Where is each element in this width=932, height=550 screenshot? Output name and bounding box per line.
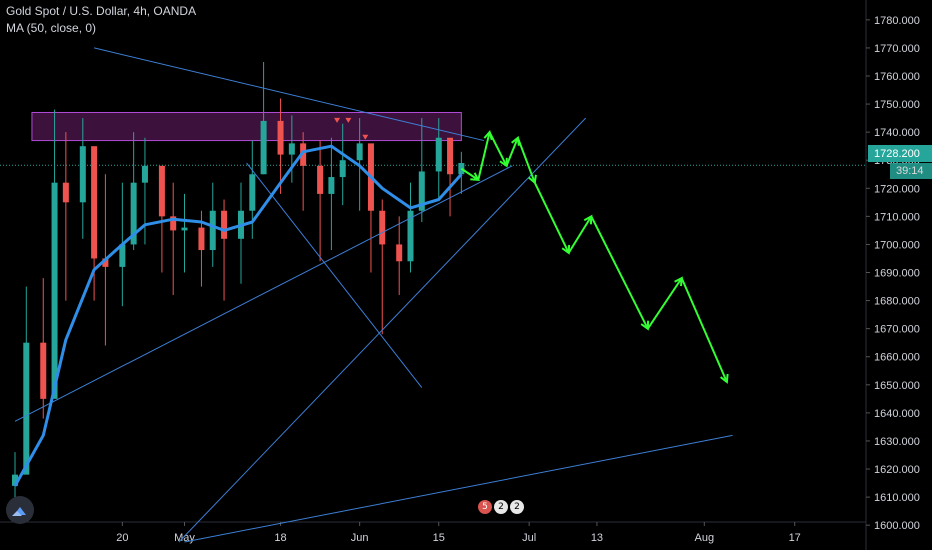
event-badge[interactable]: 2	[510, 500, 524, 514]
candle-body	[91, 146, 98, 259]
candle-body	[356, 143, 363, 161]
y-tick-label: 1670.000	[874, 324, 920, 336]
y-tick-label: 1780.000	[874, 15, 920, 27]
y-tick-label: 1630.000	[874, 436, 920, 448]
x-tick-label: 13	[591, 532, 603, 544]
chart-title: Gold Spot / U.S. Dollar, 4h, OANDA	[6, 4, 197, 18]
y-tick-label: 1600.000	[874, 520, 920, 532]
y-tick-label: 1760.000	[874, 71, 920, 83]
candle-body	[328, 177, 335, 194]
candle-body	[277, 120, 284, 155]
signal-marker	[345, 117, 352, 123]
x-tick-label: Jul	[522, 532, 536, 544]
event-badge[interactable]: 5	[478, 500, 492, 514]
candle-body	[141, 165, 148, 183]
projection-arrowhead	[561, 244, 571, 255]
y-tick-label: 1610.000	[874, 492, 920, 504]
candle-body	[260, 120, 267, 175]
candle-body	[221, 210, 228, 239]
projection-segment	[505, 137, 519, 167]
signal-marker	[362, 134, 369, 140]
projection-segment	[567, 215, 593, 254]
candle-body	[40, 342, 47, 399]
resistance-zone	[31, 111, 462, 142]
x-tick-label: Jun	[351, 532, 369, 544]
y-tick-label: 1690.000	[874, 268, 920, 280]
candle-body	[435, 137, 442, 172]
x-tick-label: 15	[433, 532, 445, 544]
candle-body	[249, 174, 256, 211]
y-tick-label: 1660.000	[874, 352, 920, 364]
y-tick-label: 1620.000	[874, 464, 920, 476]
y-tick-label: 1720.000	[874, 183, 920, 195]
candle-body	[51, 182, 58, 399]
trendline	[178, 117, 587, 543]
event-badges[interactable]: 5 2 2	[478, 500, 524, 514]
y-tick-label: 1700.000	[874, 239, 920, 251]
candle-body	[447, 137, 454, 175]
candle-body	[407, 210, 414, 262]
bar-countdown-tag: 39:14	[890, 163, 932, 179]
cloud-icon	[12, 507, 26, 516]
x-tick-label: 20	[116, 532, 128, 544]
projection-segment	[488, 131, 508, 167]
candle-body	[300, 143, 307, 166]
signal-marker	[396, 249, 403, 255]
projection-segment	[590, 215, 649, 330]
y-tick-label: 1680.000	[874, 296, 920, 308]
candle-body	[130, 182, 137, 245]
y-tick-label: 1740.000	[874, 127, 920, 139]
candle-body	[12, 474, 18, 486]
candle-body	[181, 227, 188, 231]
candle-body	[339, 160, 346, 178]
projection-segment	[646, 277, 683, 330]
x-tick-label: 17	[789, 532, 801, 544]
moving-average-line	[13, 144, 463, 487]
projection-arrowhead	[674, 276, 683, 287]
candle-body	[170, 216, 177, 231]
candle-body	[317, 165, 324, 194]
projection-arrowhead	[470, 172, 481, 182]
y-tick-label: 1750.000	[874, 99, 920, 111]
candle-body	[23, 342, 30, 475]
trendline	[246, 162, 423, 388]
projection-segment	[516, 137, 536, 184]
y-tick-label: 1770.000	[874, 43, 920, 55]
y-tick-label: 1710.000	[874, 211, 920, 223]
trendline	[184, 434, 733, 543]
candle-body	[209, 210, 216, 251]
candle-body	[158, 165, 165, 217]
projection-segment	[680, 277, 728, 383]
signal-marker	[447, 143, 454, 149]
projection-arrowhead	[640, 320, 650, 331]
projection-arrowhead	[483, 130, 493, 141]
candle-body	[379, 210, 386, 245]
candle-body	[288, 143, 295, 155]
candle-body	[198, 227, 205, 251]
trendline	[14, 165, 513, 422]
x-tick-label: Aug	[695, 532, 715, 544]
candle-body	[79, 146, 86, 203]
trendline	[93, 47, 485, 142]
x-tick-label: 18	[274, 532, 286, 544]
candle-body	[119, 244, 126, 267]
candle-body	[62, 182, 69, 203]
last-price-tag: 1728.200	[868, 145, 932, 162]
projection-segment	[460, 167, 479, 181]
projection-arrowhead	[719, 373, 729, 384]
indicator-legend: MA (50, close, 0)	[6, 21, 97, 35]
signal-marker	[334, 117, 341, 123]
y-tick-label: 1640.000	[874, 408, 920, 420]
tradingview-logo-icon[interactable]	[6, 496, 34, 524]
candle-body	[418, 171, 425, 211]
event-badge[interactable]: 2	[494, 500, 508, 514]
y-tick-label: 1650.000	[874, 380, 920, 392]
projection-segment	[477, 131, 491, 181]
projection-segment	[533, 182, 570, 254]
candle-body	[102, 258, 109, 267]
